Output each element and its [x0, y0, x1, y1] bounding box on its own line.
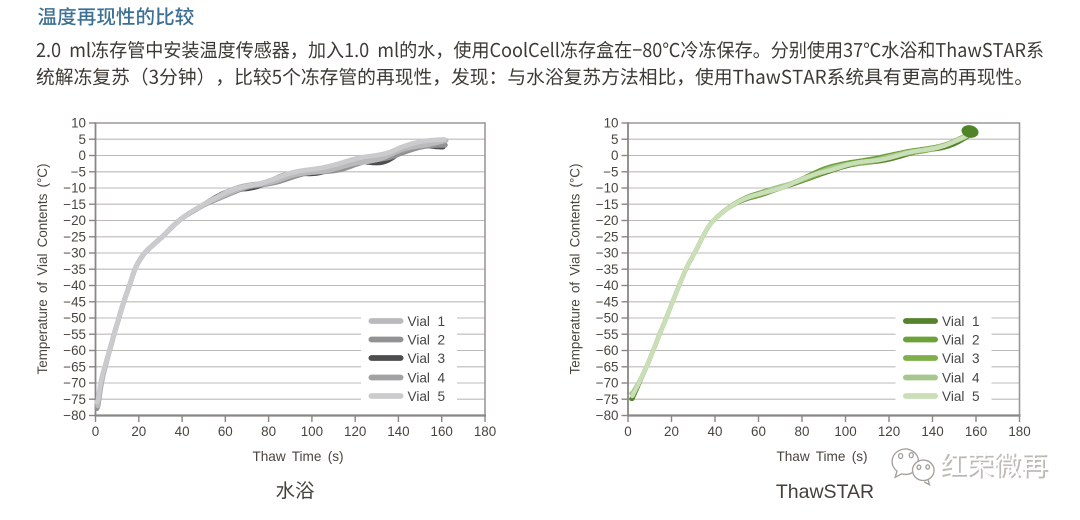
svg-text:20: 20 [664, 424, 679, 439]
svg-text:160: 160 [965, 424, 987, 439]
svg-text:Vial 4: Vial 4 [408, 370, 446, 385]
svg-text:−75: −75 [63, 392, 86, 407]
svg-text:−20: −20 [63, 213, 86, 228]
svg-text:Vial 4: Vial 4 [942, 370, 980, 385]
svg-text:5: 5 [79, 132, 86, 147]
svg-text:0: 0 [79, 148, 86, 163]
svg-text:40: 40 [708, 424, 723, 439]
svg-text:60: 60 [218, 424, 233, 439]
svg-text:Vial 5: Vial 5 [408, 389, 446, 404]
svg-text:120: 120 [344, 424, 366, 439]
svg-text:Vial 1: Vial 1 [408, 314, 446, 329]
svg-text:Thaw Time (s): Thaw Time (s) [776, 449, 867, 464]
svg-text:Vial 3: Vial 3 [408, 351, 446, 366]
svg-text:−80: −80 [63, 408, 86, 423]
svg-text:−25: −25 [63, 229, 86, 244]
svg-text:−30: −30 [63, 246, 86, 261]
svg-text:0: 0 [611, 148, 618, 163]
svg-text:−50: −50 [596, 311, 619, 326]
svg-text:−80: −80 [596, 408, 619, 423]
svg-text:−65: −65 [63, 359, 86, 374]
svg-text:Temperature of Vial Contents (: Temperature of Vial Contents (°C) [35, 164, 50, 375]
svg-text:−30: −30 [596, 246, 619, 261]
svg-text:140: 140 [921, 424, 943, 439]
svg-text:Thaw Time (s): Thaw Time (s) [252, 449, 343, 464]
svg-text:Vial 2: Vial 2 [942, 332, 980, 347]
svg-text:10: 10 [71, 116, 86, 131]
svg-text:Temperature of Vial Contents (: Temperature of Vial Contents (°C) [568, 164, 583, 375]
svg-text:−20: −20 [596, 213, 619, 228]
svg-text:−10: −10 [63, 181, 86, 196]
svg-text:5: 5 [611, 132, 618, 147]
svg-text:140: 140 [387, 424, 409, 439]
svg-text:−35: −35 [596, 262, 619, 277]
svg-text:−10: −10 [596, 181, 619, 196]
svg-text:−45: −45 [596, 294, 619, 309]
svg-text:Vial 5: Vial 5 [942, 389, 980, 404]
svg-text:120: 120 [878, 424, 900, 439]
svg-text:40: 40 [175, 424, 190, 439]
svg-text:−60: −60 [63, 343, 86, 358]
svg-text:20: 20 [131, 424, 146, 439]
svg-text:−60: −60 [596, 343, 619, 358]
svg-text:−5: −5 [71, 164, 86, 179]
svg-text:−70: −70 [596, 376, 619, 391]
svg-text:100: 100 [301, 424, 323, 439]
svg-text:−75: −75 [596, 392, 619, 407]
svg-text:160: 160 [431, 424, 453, 439]
svg-text:80: 80 [261, 424, 276, 439]
svg-text:ThawSTAR: ThawSTAR [776, 481, 874, 503]
svg-text:Vial 3: Vial 3 [942, 351, 980, 366]
svg-text:−40: −40 [63, 278, 86, 293]
svg-text:−25: −25 [596, 229, 619, 244]
svg-text:−50: −50 [63, 311, 86, 326]
svg-text:0: 0 [624, 424, 631, 439]
svg-text:−15: −15 [63, 197, 86, 212]
svg-text:60: 60 [751, 424, 766, 439]
svg-text:−55: −55 [63, 327, 86, 342]
svg-text:0: 0 [92, 424, 99, 439]
svg-text:Vial 2: Vial 2 [408, 332, 446, 347]
svg-text:−65: −65 [596, 359, 619, 374]
svg-text:10: 10 [604, 116, 619, 131]
svg-text:−70: −70 [63, 376, 86, 391]
svg-text:−55: −55 [596, 327, 619, 342]
svg-text:80: 80 [795, 424, 810, 439]
svg-text:Vial 1: Vial 1 [942, 314, 980, 329]
svg-text:180: 180 [474, 424, 496, 439]
svg-text:−5: −5 [603, 164, 618, 179]
svg-text:−35: −35 [63, 262, 86, 277]
svg-text:−45: −45 [63, 294, 86, 309]
svg-text:100: 100 [834, 424, 856, 439]
svg-text:−15: −15 [596, 197, 619, 212]
svg-text:−40: −40 [596, 278, 619, 293]
svg-text:180: 180 [1008, 424, 1030, 439]
